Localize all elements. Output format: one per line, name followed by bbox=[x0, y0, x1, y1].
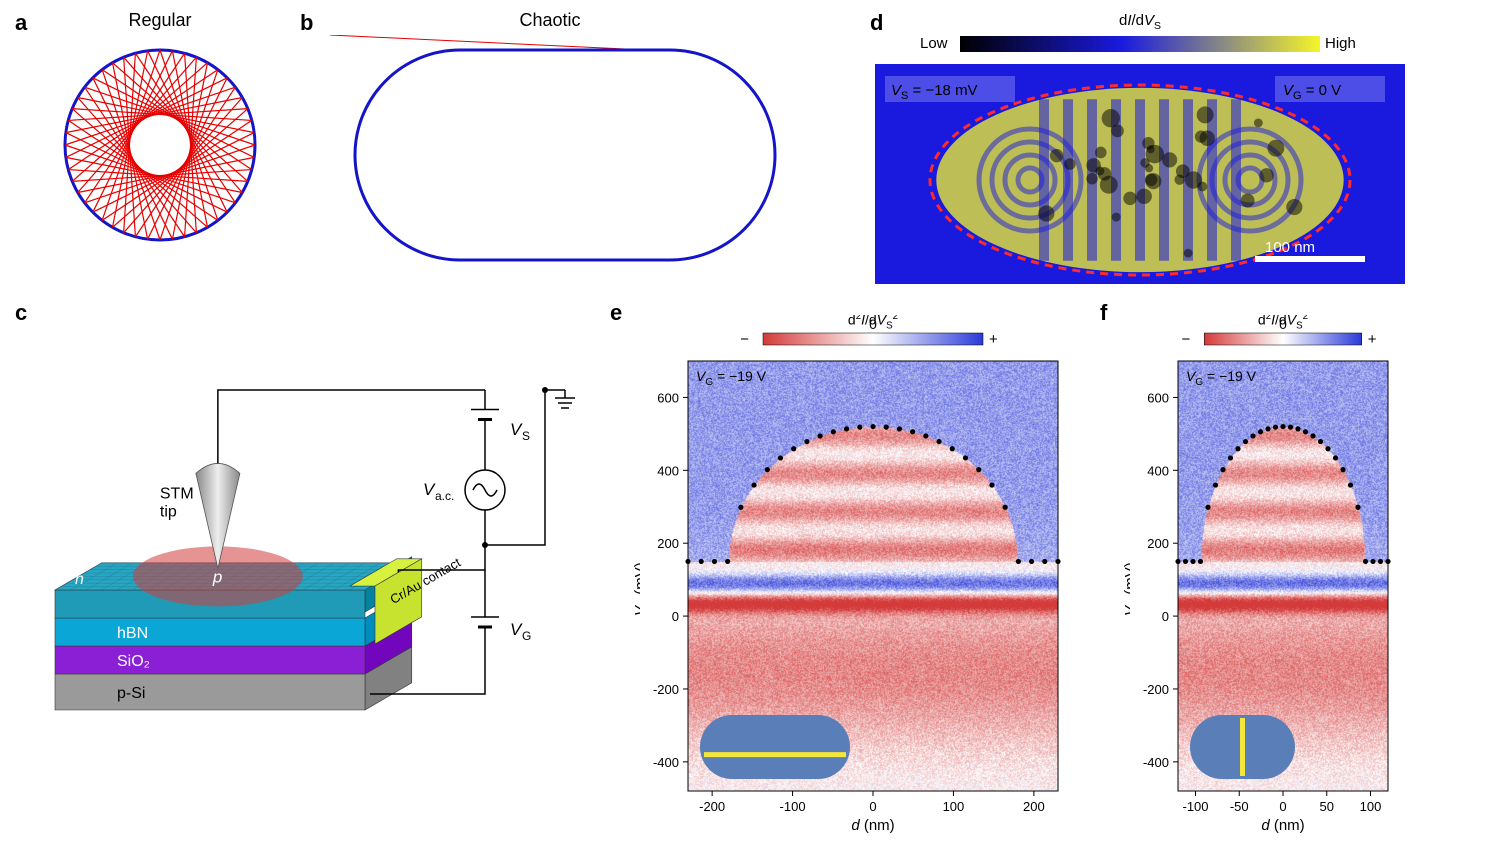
svg-text:-400: -400 bbox=[653, 755, 679, 770]
svg-text:−: − bbox=[740, 331, 749, 348]
svg-text:200: 200 bbox=[1147, 536, 1169, 551]
panel-d-colorbar bbox=[960, 32, 1320, 60]
svg-text:50: 50 bbox=[1320, 799, 1334, 814]
svg-text:600: 600 bbox=[1147, 390, 1169, 405]
svg-text:0: 0 bbox=[1279, 799, 1286, 814]
svg-text:600: 600 bbox=[657, 390, 679, 405]
panel-f-label: f bbox=[1100, 300, 1107, 326]
svg-text:+: + bbox=[1368, 331, 1377, 348]
svg-text:0: 0 bbox=[672, 609, 679, 624]
svg-text:n: n bbox=[75, 571, 84, 588]
panel-f-plot: −0+d2I/dVS2VG = −19 V-400-2000200400600-… bbox=[1110, 315, 1408, 841]
svg-text:400: 400 bbox=[657, 463, 679, 478]
svg-text:+: + bbox=[989, 331, 998, 348]
panel-c-schematic: pnCr/Au contacthBNSiO₂p-SiSTMtipVSVa.c.V… bbox=[25, 320, 585, 750]
panel-d-label: d bbox=[870, 10, 883, 36]
panel-a-diagram bbox=[50, 35, 270, 255]
svg-text:0: 0 bbox=[1162, 609, 1169, 624]
svg-text:200: 200 bbox=[657, 536, 679, 551]
svg-text:-100: -100 bbox=[780, 799, 806, 814]
svg-text:100: 100 bbox=[943, 799, 965, 814]
panel-a-label: a bbox=[15, 10, 27, 36]
panel-d-high: High bbox=[1325, 35, 1356, 52]
panel-d-map: VS = −18 mVVG = 0 V100 nm bbox=[875, 64, 1405, 284]
svg-text:SiO₂: SiO₂ bbox=[117, 653, 150, 670]
svg-text:-200: -200 bbox=[1143, 682, 1169, 697]
svg-text:200: 200 bbox=[1023, 799, 1045, 814]
svg-text:p: p bbox=[212, 567, 222, 586]
svg-text:p-Si: p-Si bbox=[117, 685, 145, 702]
panel-d-cbar-title: dI/dVS bbox=[1040, 12, 1240, 32]
panel-e-plot: −0+d2I/dVS2VG = −19 V-400-2000200400600-… bbox=[620, 315, 1078, 841]
svg-text:hBN: hBN bbox=[117, 625, 148, 642]
svg-text:0: 0 bbox=[869, 799, 876, 814]
svg-text:-100: -100 bbox=[1182, 799, 1208, 814]
svg-text:400: 400 bbox=[1147, 463, 1169, 478]
panel-b-diagram bbox=[330, 35, 800, 275]
svg-text:-400: -400 bbox=[1143, 755, 1169, 770]
panel-b-label: b bbox=[300, 10, 313, 36]
svg-text:100: 100 bbox=[1360, 799, 1382, 814]
svg-text:100 nm: 100 nm bbox=[1265, 239, 1315, 256]
panel-d-low: Low bbox=[920, 35, 948, 52]
svg-text:a.c.: a.c. bbox=[435, 489, 454, 503]
panel-a-title: Regular bbox=[80, 10, 240, 31]
svg-text:G: G bbox=[522, 629, 531, 643]
svg-text:-50: -50 bbox=[1230, 799, 1249, 814]
svg-text:-200: -200 bbox=[653, 682, 679, 697]
panel-b-title: Chaotic bbox=[400, 10, 700, 31]
svg-text:−: − bbox=[1181, 331, 1190, 348]
svg-text:STMtip: STMtip bbox=[160, 485, 194, 520]
figure-root: a Regular b Chaotic c pnCr/Au contacthBN… bbox=[0, 0, 1500, 839]
svg-text:-200: -200 bbox=[699, 799, 725, 814]
svg-text:S: S bbox=[522, 429, 530, 443]
